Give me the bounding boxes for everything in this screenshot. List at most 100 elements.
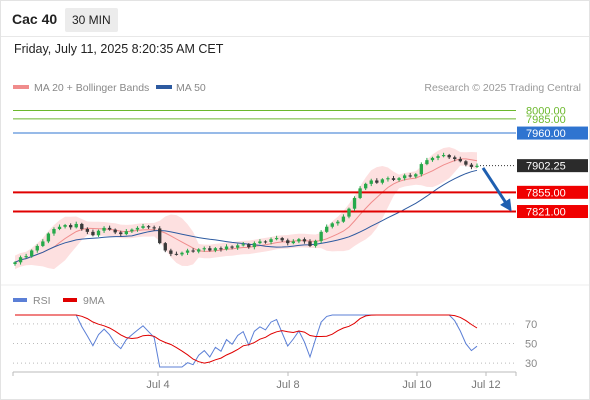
candle xyxy=(41,239,45,248)
bollinger-band xyxy=(15,147,477,270)
chart-header: Cac 40 30 MIN xyxy=(1,1,589,37)
rsi-tick-30: 30 xyxy=(525,358,537,370)
candle xyxy=(358,186,362,200)
candle xyxy=(107,225,112,231)
level-label-text: 7855.00 xyxy=(526,187,566,199)
rsi-legend-label: RSI xyxy=(33,295,51,307)
candles-layer xyxy=(13,152,479,266)
candle xyxy=(219,246,223,252)
candle xyxy=(135,226,140,232)
candle xyxy=(18,255,23,265)
candle xyxy=(414,173,418,179)
candle xyxy=(286,238,290,246)
level-label-2: 7960.00 xyxy=(517,126,588,140)
rsi-ma9-line xyxy=(15,314,478,364)
level-label-3: 7902.25 xyxy=(517,159,588,173)
candle xyxy=(252,241,257,250)
rsi-panel-layer: 70 50 30 xyxy=(13,314,537,370)
x-tick-label: Jul 8 xyxy=(276,379,299,391)
bollinger-band-layer xyxy=(15,147,477,270)
level-label-bg xyxy=(517,205,588,219)
candle xyxy=(158,226,162,245)
candle xyxy=(397,177,401,182)
level-label-text: 7960.00 xyxy=(526,128,566,140)
candle xyxy=(364,182,368,191)
x-axis-ticks: Jul 4 Jul 8 Jul 10 Jul 12 xyxy=(12,372,517,391)
candle xyxy=(280,236,284,242)
candle xyxy=(441,152,446,158)
candle xyxy=(63,223,67,229)
level-label-0: 8000.00 xyxy=(526,105,566,117)
candle xyxy=(68,223,73,230)
candle xyxy=(302,237,307,244)
candle xyxy=(130,228,134,233)
candle xyxy=(269,237,273,245)
candle xyxy=(169,248,173,257)
credit-label: Research © 2025 Trading Central xyxy=(424,82,581,94)
datetime-label: Friday, July 11, 2025 8:20:35 AM CET xyxy=(14,42,224,56)
candle xyxy=(57,224,62,231)
candle xyxy=(330,222,334,229)
ma9-legend-label: 9MA xyxy=(83,295,105,307)
candle xyxy=(235,243,240,250)
candle xyxy=(102,226,106,233)
candle xyxy=(469,162,474,170)
ma9-legend-swatch xyxy=(63,298,77,302)
candle xyxy=(30,249,34,258)
rsi-legend: RSI 9MA xyxy=(13,295,105,307)
candle xyxy=(247,243,251,249)
candle xyxy=(113,228,117,235)
level-label-text: 7821.00 xyxy=(526,207,566,219)
candle xyxy=(80,222,84,231)
ma50-legend-label: MA 50 xyxy=(176,82,206,94)
candle xyxy=(180,251,184,257)
symbol-title: Cac 40 xyxy=(12,11,58,27)
rsi-legend-swatch xyxy=(13,298,27,302)
candle xyxy=(464,160,468,167)
forecast-arrow xyxy=(481,167,512,212)
candle xyxy=(313,239,318,248)
candle xyxy=(258,239,262,245)
level-label-bg xyxy=(517,185,588,199)
candle xyxy=(475,163,479,169)
price-legend: MA 20 + Bollinger Bands MA 50 Research ©… xyxy=(13,82,581,94)
candle xyxy=(124,229,128,236)
rsi-tick-70: 70 xyxy=(525,319,537,331)
candle xyxy=(341,214,346,223)
candle xyxy=(408,173,412,178)
rsi-line xyxy=(15,314,478,368)
ma20-legend-swatch xyxy=(13,85,29,89)
candle xyxy=(325,224,329,233)
timeframe-button[interactable]: 30 MIN xyxy=(65,8,118,32)
candle xyxy=(224,244,229,251)
candle xyxy=(430,156,435,162)
candle xyxy=(352,196,357,211)
candle xyxy=(369,178,373,187)
forecast-arrow-layer xyxy=(481,167,512,212)
ma20-line xyxy=(14,158,478,263)
x-tick-label: Jul 10 xyxy=(402,379,431,391)
candle xyxy=(347,207,351,219)
level-label-bg xyxy=(517,126,588,140)
x-tick-label: Jul 12 xyxy=(471,379,500,391)
candle xyxy=(208,245,212,252)
candle xyxy=(458,156,462,163)
candle xyxy=(241,242,245,247)
candle xyxy=(185,248,190,255)
candle xyxy=(319,230,323,244)
candle xyxy=(453,155,457,162)
level-label-1: 7985.00 xyxy=(526,114,566,126)
candle xyxy=(274,235,279,241)
level-label-bg xyxy=(517,159,588,173)
candle xyxy=(46,232,51,244)
level-label-text: 7902.25 xyxy=(526,161,566,173)
x-tick-label: Jul 4 xyxy=(146,379,169,391)
candle xyxy=(419,162,424,177)
candle xyxy=(336,219,340,226)
candle xyxy=(52,227,56,236)
candle xyxy=(202,246,206,252)
candle xyxy=(213,247,218,253)
candle xyxy=(174,251,179,256)
